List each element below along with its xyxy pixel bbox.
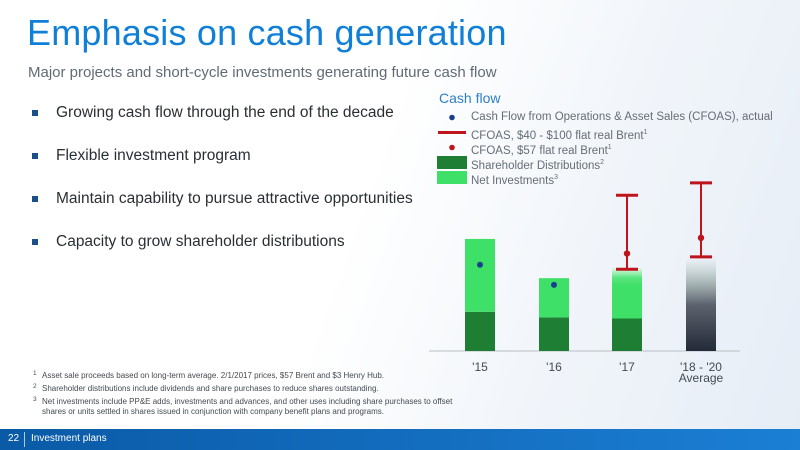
x-tick-label: '16	[546, 360, 562, 374]
cfoas-actual-dot	[551, 281, 557, 288]
footnote-number: 1	[33, 370, 37, 377]
chart-legend: Cash Flow from Operations & Asset Sales …	[437, 110, 773, 187]
x-tick-sublabel: Average	[679, 371, 724, 385]
bullet-item: Growing cash flow through the end of the…	[30, 102, 413, 145]
chart-title: Cash flow	[439, 90, 501, 106]
x-tick-label: '17	[619, 360, 635, 374]
cfoas-57-dot	[623, 250, 631, 257]
footnote-3: 3 Net investments include PP&E adds, inve…	[33, 396, 462, 417]
cfoas-57-dot	[697, 234, 705, 242]
footnote-ref: 2	[600, 159, 605, 166]
legend-label: CFOAS, $40 - $100 flat real Brent	[471, 129, 644, 142]
footnotes: 1 Asset sale proceeds based on long-term …	[33, 370, 462, 420]
footnote-ref: 1	[607, 144, 612, 151]
legend-label: Cash Flow from Operations & Asset Sales …	[471, 111, 773, 123]
legend-label: Net Investments	[471, 174, 555, 187]
bullet-marker	[32, 239, 38, 245]
bullet-text: Flexible investment program	[56, 147, 251, 164]
bullet-list: Growing cash flow through the end of the…	[30, 102, 413, 274]
footer-bar: 22 Investment plans	[0, 429, 800, 450]
legend-key-dark-green	[437, 156, 467, 169]
legend-key-dot-blue	[449, 114, 455, 121]
legend-item-cfoas-57: CFOAS, $57 flat real Brent1	[437, 140, 773, 157]
cfoas-actual-dot	[477, 261, 483, 268]
bullet-item: Capacity to grow shareholder distributio…	[30, 231, 413, 274]
footnote-ref: 3	[554, 174, 558, 181]
legend-key-red-line	[438, 131, 466, 134]
bullet-marker	[32, 153, 38, 159]
legend-label: Shareholder Distributions	[471, 159, 601, 172]
bullet-item: Flexible investment program	[30, 145, 413, 188]
footnote-number: 3	[33, 396, 37, 403]
legend-item-shareholder-distributions: Shareholder Distributions2	[437, 155, 773, 172]
x-tick-label: '18 - '20	[680, 360, 722, 374]
legend-key-dot-red	[449, 144, 455, 151]
section-label: Investment plans	[31, 433, 107, 444]
bar-net-investments	[465, 238, 495, 312]
bar-projection	[686, 257, 716, 351]
footnote-1: 1 Asset sale proceeds based on long-term …	[33, 370, 462, 381]
legend-item-cfoas-actual: Cash Flow from Operations & Asset Sales …	[437, 110, 773, 125]
slide-title: Emphasis on cash generation	[27, 12, 507, 53]
bar-shareholder-distributions	[539, 317, 569, 351]
bar-shareholder-distributions	[612, 318, 642, 351]
footnote-ref: 1	[643, 129, 648, 136]
page-number: 22	[8, 433, 20, 444]
legend-key-light-green	[437, 171, 467, 184]
legend-item-cfoas-range: CFOAS, $40 - $100 flat real Brent1	[437, 125, 773, 142]
bar-fade-overlay	[612, 268, 642, 286]
bullet-text: Maintain capability to pursue attractive…	[56, 190, 413, 207]
x-tick-label: '15	[472, 360, 488, 374]
legend-label: CFOAS, $57 flat real Brent	[471, 144, 608, 157]
legend-item-net-investments: Net Investments3	[437, 170, 773, 187]
footer-divider	[24, 432, 25, 447]
footnote-2: 2 Shareholder distributions include divid…	[33, 383, 462, 394]
bullet-text: Capacity to grow shareholder distributio…	[56, 233, 345, 250]
footnote-text: Net investments include PP&E adds, inves…	[42, 397, 453, 416]
bar-shareholder-distributions	[465, 311, 495, 351]
footnote-text: Shareholder distributions include divide…	[42, 384, 379, 393]
slide-subtitle: Major projects and short-cycle investmen…	[28, 64, 497, 81]
bullet-item: Maintain capability to pursue attractive…	[30, 188, 413, 231]
bullet-marker	[32, 196, 38, 202]
footnote-number: 2	[33, 383, 37, 390]
bullet-marker	[32, 110, 38, 116]
bullet-text: Growing cash flow through the end of the…	[56, 104, 394, 121]
footnote-text: Asset sale proceeds based on long-term a…	[42, 371, 384, 380]
